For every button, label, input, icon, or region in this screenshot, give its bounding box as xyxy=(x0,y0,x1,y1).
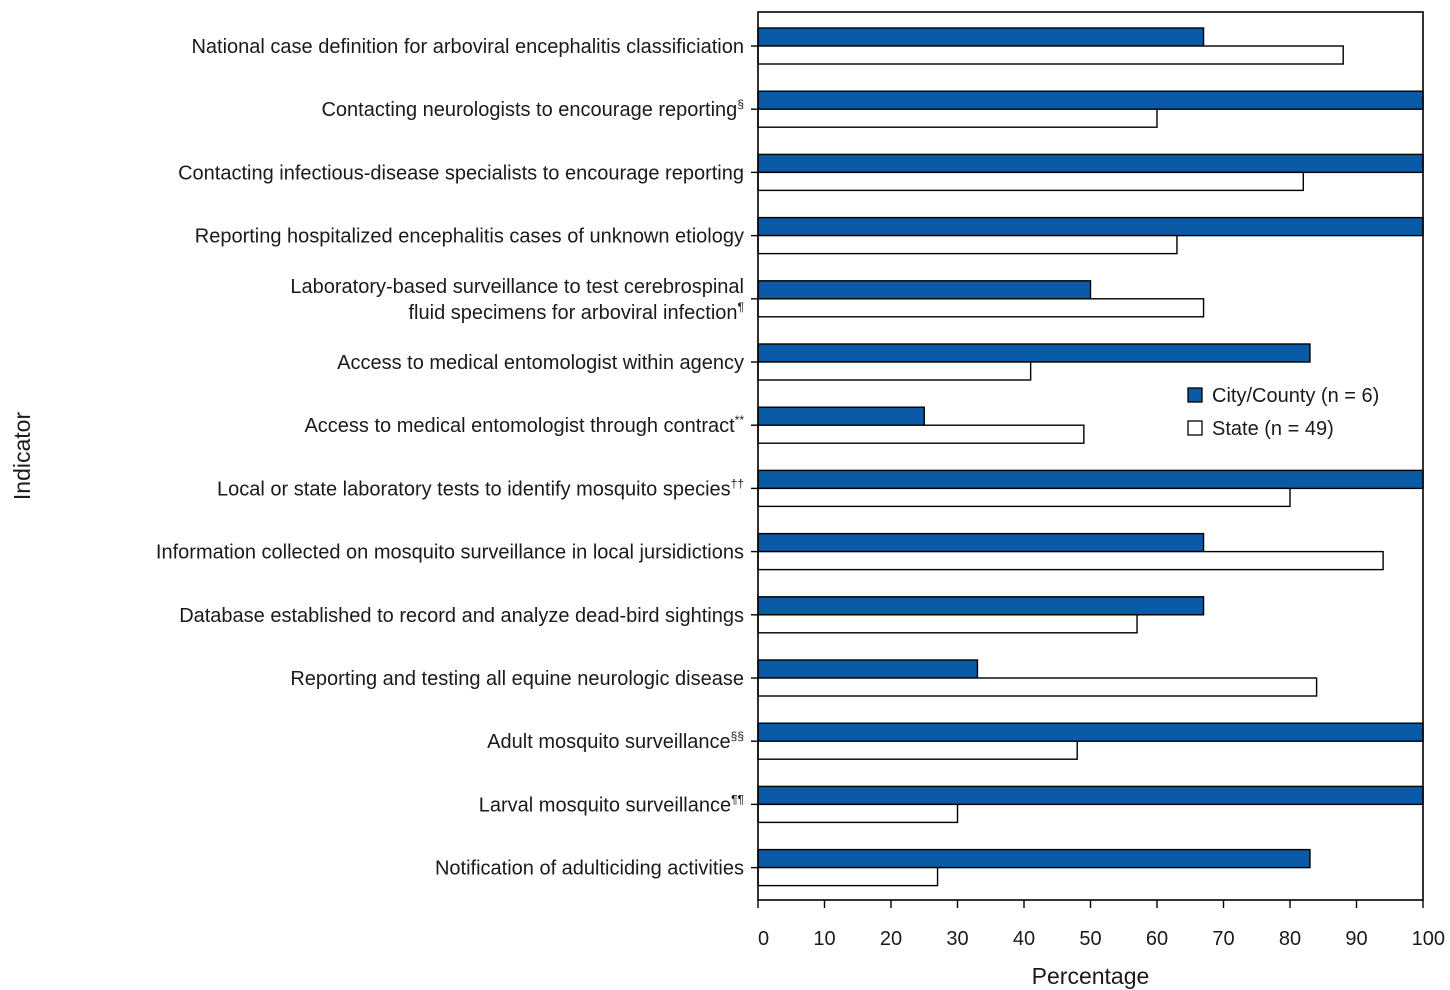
bar-state-5 xyxy=(757,361,1032,381)
bar-state-9 xyxy=(757,614,1138,634)
category-label-13: Notification of adulticiding activities xyxy=(435,858,744,880)
category-label-2: Contacting infectious-disease specialist… xyxy=(178,162,744,184)
bar-state-6 xyxy=(757,424,1085,444)
category-label-1: Contacting neurologists to encourage rep… xyxy=(321,97,744,121)
bar-state-11 xyxy=(757,740,1078,760)
legend-label-0: City/County (n = 6) xyxy=(1212,385,1379,407)
category-label-9: Database established to record and analy… xyxy=(179,605,744,627)
bar-city-county-7 xyxy=(757,469,1424,490)
bar-city-county-2 xyxy=(757,153,1424,174)
x-tick-label-20: 20 xyxy=(880,928,902,950)
bar-state-8 xyxy=(757,550,1384,571)
category-label-0: National case definition for arboviral e… xyxy=(191,36,744,58)
x-tick-label-100: 100 xyxy=(1412,928,1445,950)
category-label-11: Adult mosquito surveillance§§ xyxy=(487,729,744,753)
x-tick-label-90: 90 xyxy=(1345,928,1367,950)
plot-frame xyxy=(757,11,1424,901)
legend-label-1: State (n = 49) xyxy=(1212,418,1334,440)
x-tick-label-0: 0 xyxy=(758,928,769,950)
bar-city-county-8 xyxy=(757,532,1205,553)
category-label-8: Information collected on mosquito survei… xyxy=(156,542,744,564)
x-tick-label-50: 50 xyxy=(1079,928,1101,950)
legend-swatch-1 xyxy=(1187,420,1203,436)
category-label-4-line2: fluid specimens for arboviral infection¶ xyxy=(409,300,745,324)
bar-state-12 xyxy=(757,803,959,824)
x-axis: 0 10 20 30 40 50 60 70 80 90 100 xyxy=(757,900,1445,950)
bar-state-4 xyxy=(757,298,1205,318)
category-label-6: Access to medical entomologist through c… xyxy=(304,413,744,437)
x-tick-label-70: 70 xyxy=(1212,928,1234,950)
bar-city-county-6 xyxy=(757,406,925,426)
y-axis-title: Indicator xyxy=(9,412,35,501)
bar-city-county-1 xyxy=(757,90,1424,110)
x-tick-label-60: 60 xyxy=(1146,928,1168,950)
category-label-12: Larval mosquito surveillance¶¶ xyxy=(479,792,744,816)
bar-state-13 xyxy=(757,866,939,887)
x-tick-label-80: 80 xyxy=(1279,928,1301,950)
category-labels: National case definition for arboviral e… xyxy=(156,36,744,880)
legend-swatch-0 xyxy=(1187,387,1203,403)
bar-city-county-3 xyxy=(757,216,1424,237)
bar-state-7 xyxy=(757,487,1291,508)
bar-city-county-9 xyxy=(757,596,1205,616)
bar-city-county-5 xyxy=(757,343,1311,363)
bar-state-3 xyxy=(757,234,1178,255)
legend: City/County (n = 6) State (n = 49) xyxy=(1187,385,1379,440)
bar-city-county-10 xyxy=(757,659,979,679)
bar-state-10 xyxy=(757,677,1318,697)
bar-city-county-4 xyxy=(757,280,1092,300)
bars-layer xyxy=(751,27,1424,887)
x-tick-label-30: 30 xyxy=(946,928,968,950)
bar-city-county-0 xyxy=(757,27,1205,47)
bar-state-0 xyxy=(757,45,1344,65)
category-label-5: Access to medical entomologist within ag… xyxy=(337,352,744,374)
bar-state-2 xyxy=(757,171,1304,192)
category-label-4-line1: Laboratory-based surveillance to test ce… xyxy=(290,276,744,298)
category-label-3: Reporting hospitalized encephalitis case… xyxy=(195,226,744,248)
category-label-10: Reporting and testing all equine neurolo… xyxy=(290,668,744,690)
bar-city-county-13 xyxy=(757,848,1311,869)
category-label-7: Local or state laboratory tests to ident… xyxy=(217,476,744,500)
bar-city-county-11 xyxy=(757,722,1424,742)
x-axis-title: Percentage xyxy=(1032,963,1150,989)
bar-state-1 xyxy=(757,108,1158,128)
x-tick-label-10: 10 xyxy=(813,928,835,950)
bar-city-county-12 xyxy=(757,785,1424,806)
x-tick-label-40: 40 xyxy=(1013,928,1035,950)
